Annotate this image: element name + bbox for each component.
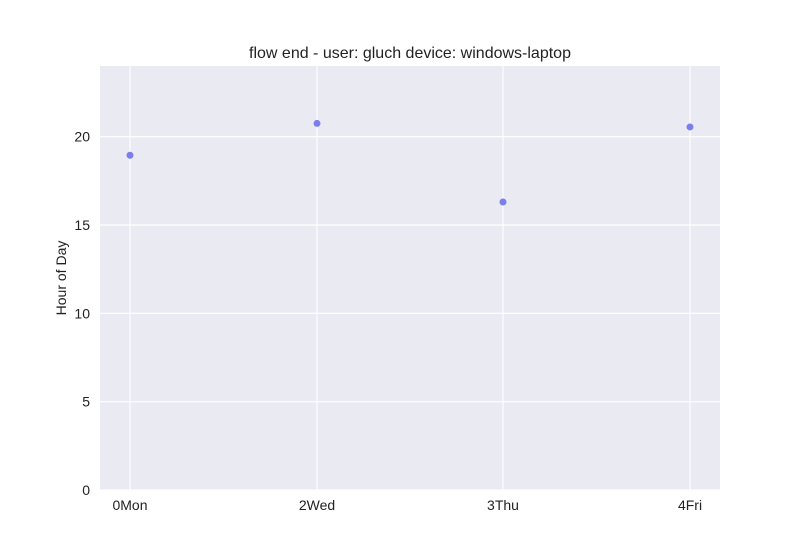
y-axis-label: Hour of Day [53,241,69,316]
chart-title: flow end - user: gluch device: windows-l… [249,45,571,62]
x-tick-label: 2Wed [299,497,335,513]
y-tick-label: 20 [74,129,90,145]
x-tick-label: 0Mon [112,497,147,513]
y-tick-label: 15 [74,217,90,233]
x-tick-label: 3Thu [487,497,519,513]
plot-area [100,66,720,490]
data-point [499,198,507,206]
data-points [126,119,694,206]
data-point [126,151,134,159]
data-point [313,119,321,127]
x-tick-label: 4Fri [678,497,702,513]
y-tick-label: 10 [74,305,90,321]
y-tick-labels: 0 5 10 15 20 [74,129,90,498]
y-tick-label: 5 [82,394,90,410]
x-tick-labels: 0Mon 2Wed 3Thu 4Fri [112,497,702,513]
data-point [686,123,694,131]
y-tick-label: 0 [82,482,90,498]
grid-lines [100,66,720,491]
